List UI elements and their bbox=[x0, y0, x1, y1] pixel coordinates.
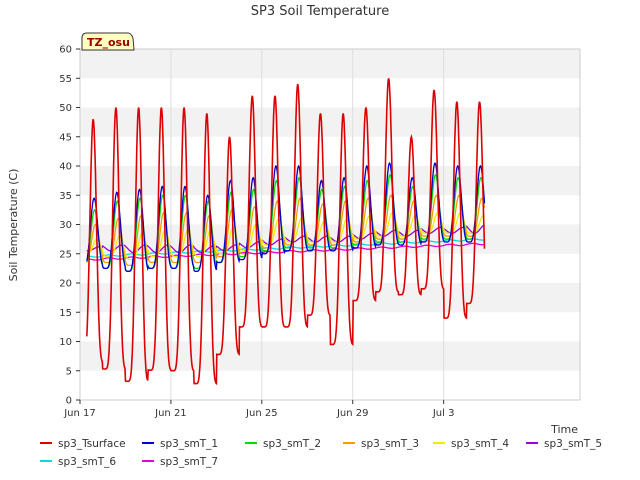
x-tick-label: Jun 21 bbox=[154, 408, 187, 419]
y-tick-label: 45 bbox=[59, 132, 72, 143]
y-axis: 0 5 10 15 20 25 30 35 40 45 50 55 60 bbox=[59, 45, 80, 407]
x-tick-label: Jun 25 bbox=[245, 408, 278, 419]
y-tick-label: 40 bbox=[59, 162, 72, 173]
legend-label-sp3_smT_7: sp3_smT_7 bbox=[160, 456, 218, 468]
legend-label-sp3_smT_6: sp3_smT_6 bbox=[58, 456, 116, 468]
background-band bbox=[80, 341, 580, 371]
y-tick-label: 30 bbox=[59, 220, 72, 231]
background-band bbox=[80, 283, 580, 313]
x-tick-label: Jun 17 bbox=[63, 408, 96, 419]
chart-title: SP3 Soil Temperature bbox=[251, 4, 389, 19]
series-line-sp3_smT_1 bbox=[86, 162, 486, 272]
y-tick-label: 0 bbox=[66, 396, 72, 407]
legend-label-sp3_smT_1: sp3_smT_1 bbox=[160, 438, 218, 450]
legend-label-sp3_smT_3: sp3_smT_3 bbox=[361, 438, 419, 450]
y-tick-label: 50 bbox=[59, 103, 72, 114]
legend-label-sp3_Tsurface: sp3_Tsurface bbox=[58, 438, 126, 450]
x-axis-label: Time bbox=[550, 423, 578, 436]
y-axis-label: Soil Temperature (C) bbox=[7, 169, 20, 282]
legend: sp3_Tsurface sp3_smT_1 sp3_smT_2 sp3_smT_3 s… bbox=[40, 438, 602, 468]
x-tick-label: Jul 3 bbox=[432, 408, 455, 419]
legend-label-sp3_smT_5: sp3_smT_5 bbox=[544, 438, 602, 450]
background-band bbox=[80, 166, 580, 196]
y-tick-label: 10 bbox=[59, 337, 72, 348]
tz-badge: TZ_osu bbox=[81, 32, 135, 51]
y-tick-label: 20 bbox=[59, 279, 72, 290]
y-tick-label: 25 bbox=[59, 249, 72, 260]
y-tick-label: 35 bbox=[59, 191, 72, 202]
y-tick-label: 15 bbox=[59, 308, 72, 319]
plot-area bbox=[86, 78, 486, 386]
background-band bbox=[80, 107, 580, 137]
y-tick-label: 5 bbox=[66, 366, 72, 377]
legend-label-sp3_smT_2: sp3_smT_2 bbox=[263, 438, 321, 450]
tz-badge-label: TZ_osu bbox=[87, 36, 130, 49]
x-axis: Jun 17 Jun 21 Jun 25 Jun 29 Jul 3 bbox=[63, 400, 454, 419]
x-tick-label: Jun 29 bbox=[336, 408, 369, 419]
series-line-sp3_Tsurface bbox=[86, 78, 486, 386]
background-band bbox=[80, 49, 580, 79]
y-tick-label: 55 bbox=[59, 74, 72, 85]
legend-label-sp3_smT_4: sp3_smT_4 bbox=[451, 438, 509, 450]
y-tick-label: 60 bbox=[59, 45, 72, 56]
